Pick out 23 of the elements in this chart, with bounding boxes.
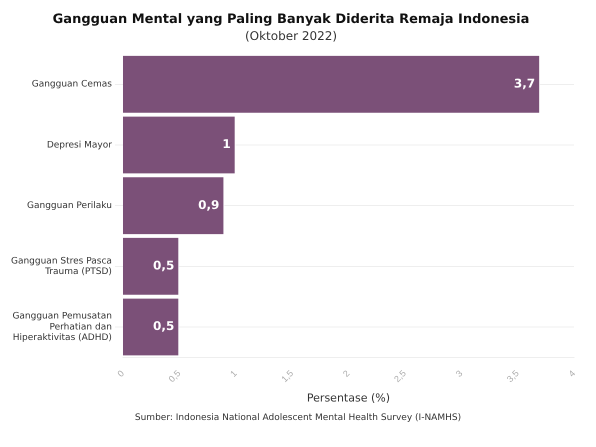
x-tick-label: 0	[115, 368, 126, 379]
x-tick-label: 2	[341, 368, 352, 379]
data-label: 0,5	[153, 258, 174, 272]
x-tick-label: 2,5	[392, 368, 408, 384]
y-tick-label: Depresi Mayor	[46, 140, 112, 150]
x-tick-label: 1	[228, 368, 239, 379]
data-label: 3,7	[514, 76, 536, 90]
x-tick-label: 4	[566, 368, 578, 379]
y-tick-label: Gangguan Stres Pasca Trauma (PTSD)	[10, 256, 112, 278]
data-label: 0,9	[198, 198, 220, 212]
x-tick-label: 1,5	[279, 368, 296, 384]
x-tick-label: 3,5	[504, 368, 521, 384]
x-tick-label: 3	[454, 368, 464, 379]
y-tick-label: Gangguan Pemusatan Perhatian dan Hiperaktivitas (ADHD)	[12, 312, 112, 344]
x-axis-title: Persentase (%)	[306, 391, 390, 404]
chart-title: Gangguan Mental yang Paling Banyak Diderita Remaja Indonesia	[52, 12, 530, 28]
y-tick-label: Gangguan Cemas	[32, 80, 112, 90]
chart-subtitle: (Oktober 2022)	[244, 28, 338, 43]
data-label: 0,5	[153, 319, 174, 334]
text: Sumber: Indonesia National Adolescent Mental Health Survey (I-NAMHS)	[134, 413, 462, 423]
data-label: 1	[222, 137, 231, 152]
y-tick-label: Gangguan Perilaku	[27, 201, 112, 211]
x-tick-label: 0,5	[166, 368, 182, 384]
